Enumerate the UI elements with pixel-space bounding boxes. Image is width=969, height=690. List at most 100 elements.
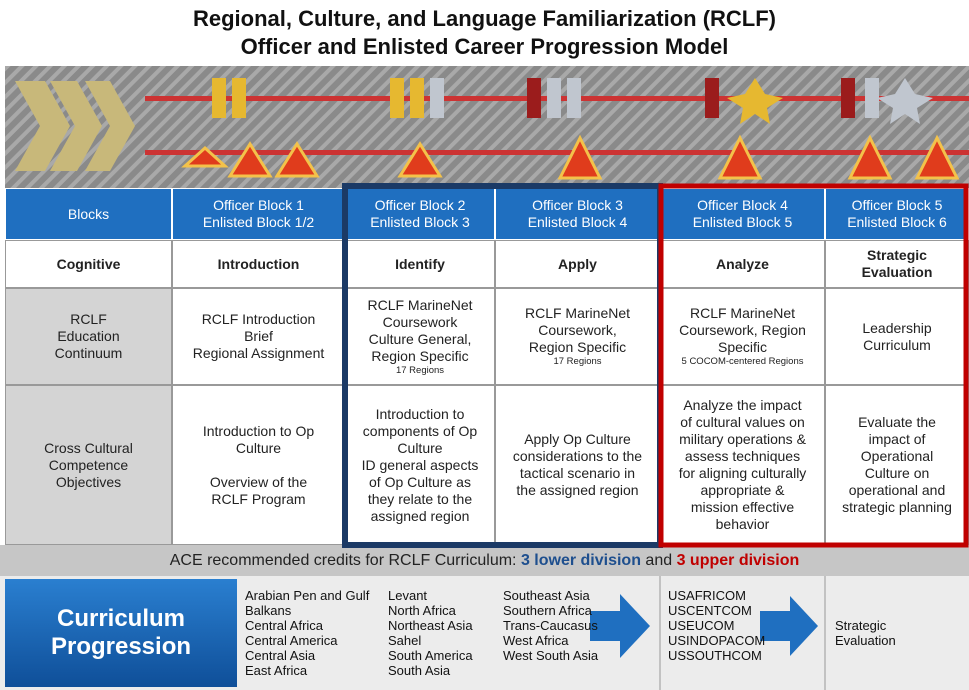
cell-line: RCLF Program	[211, 490, 306, 507]
arrows	[590, 576, 826, 690]
cell-line: for aligning culturally	[678, 465, 807, 481]
cell-line: Introduction to Op	[202, 422, 315, 439]
cell-line: of Op Culture as	[369, 473, 471, 490]
region-list: Strategic Evaluation	[835, 618, 896, 648]
curriculum-title-line: Progression	[50, 633, 192, 660]
region-item: Central Africa	[245, 618, 324, 633]
credits-upper: 3 upper division	[676, 552, 800, 569]
cell-note: 17 Regions	[553, 356, 602, 367]
paragraph: Strategic Evaluation	[862, 247, 933, 281]
cell-line: Analyze the impact	[683, 397, 802, 413]
region-item: USSOUTHCOM	[668, 648, 762, 663]
cell-line: Identify	[395, 255, 445, 272]
cell-line: Enlisted Block 4	[527, 214, 628, 230]
cell-line: tactical scenario in	[519, 465, 636, 481]
credits-text: ACE recommended credits for RCLF Curricu…	[169, 552, 517, 569]
cell-line: RCLF MarineNet	[367, 296, 473, 313]
table-cell: Blocks	[5, 188, 172, 240]
group-frame	[342, 183, 663, 548]
region-item: Evaluation	[835, 633, 896, 648]
paragraph: Blocks	[68, 206, 109, 223]
cell-line: Cognitive	[56, 255, 121, 272]
region-item: South Asia	[388, 663, 451, 678]
cell-line: Officer Block 2	[374, 197, 466, 213]
paragraph: Officer Block 2 Enlisted Block 3	[370, 197, 470, 231]
region-list: Southeast Asia Southern Africa Trans-Cauca…	[503, 588, 598, 663]
cell-line: Region Specific	[371, 347, 469, 364]
cell-line: considerations to the	[512, 448, 643, 464]
cell-line: mission effective	[690, 499, 795, 515]
table-cell: RCLF Introduction Brief Regional Assignmen…	[172, 288, 345, 385]
cell-line: Culture	[235, 439, 282, 456]
paragraph: RCLF MarineNet Coursework, Region Specific	[679, 305, 806, 356]
cell-line: Officer Block 1	[213, 197, 304, 213]
region-item: USAFRICOM	[668, 588, 746, 603]
cell-line: Regional Assignment	[192, 345, 325, 361]
table-cell: RCLF MarineNet Coursework Culture General,…	[345, 288, 495, 385]
region-item: South America	[388, 648, 473, 663]
cell-line: Enlisted Block 1/2	[202, 214, 315, 230]
cell-line: assess techniques	[684, 448, 801, 464]
paragraph: RCLF MarineNet Coursework Culture General,…	[367, 297, 472, 365]
cell-line: components of Op	[362, 422, 478, 439]
paragraph: Apply Op Culture considerations to the tac…	[513, 431, 642, 499]
cell-line: Enlisted Block 6	[847, 214, 947, 230]
cell-line: Evaluation	[861, 264, 933, 280]
region-item: Sahel	[388, 633, 422, 648]
cell-line: Culture	[397, 439, 443, 456]
table-cell: Officer Block 2 Enlisted Block 3	[345, 188, 495, 240]
paragraph: Officer Block 1 Enlisted Block 1/2	[203, 197, 314, 231]
paragraph: Introduction to Op Culture	[203, 423, 314, 457]
region-item: Balkans	[245, 603, 292, 618]
credits-lower: 3 lower division	[520, 552, 641, 569]
cell-line: Education	[57, 328, 120, 344]
cell-line: Analyze	[716, 255, 769, 272]
region-item: North Africa	[388, 603, 456, 618]
paragraph: Officer Block 3 Enlisted Block 4	[528, 197, 628, 231]
region-item: USCENTCOM	[668, 603, 752, 618]
paragraph: Leadership Curriculum	[862, 320, 931, 354]
cell-line: the assigned region	[516, 482, 639, 498]
cell-line: Objectives	[55, 473, 122, 490]
curriculum-title: Curriculum Progression	[5, 579, 237, 687]
cell-line: RCLF MarineNet	[689, 305, 796, 321]
cell-line: Evaluate the	[858, 414, 936, 430]
cell-line: Culture General,	[368, 330, 472, 347]
paragraph: Introduction to components of Op Culture ID…	[362, 406, 479, 525]
region-item: USINDOPACOM	[668, 633, 766, 648]
cell-note: 5 COCOM-centered Regions	[681, 356, 804, 367]
paragraph: Cross Cultural Competence Objectives	[44, 440, 133, 491]
cell-line: Strategic	[867, 247, 927, 263]
table-cell: Analyze the impact of cultural values on m…	[660, 385, 825, 545]
cell-line: Operational	[860, 448, 934, 464]
table-cell: Introduction to components of Op Culture ID…	[345, 385, 495, 545]
insignia-banner	[5, 66, 969, 188]
cell-line: Coursework, Region	[679, 322, 806, 338]
region-item: Trans-Caucasus	[503, 618, 598, 633]
cell-line: Overview of the	[209, 473, 308, 490]
cell-line: Coursework	[382, 313, 458, 330]
cell-line: they relate to the	[367, 490, 473, 507]
cell-line: Officer Block 3	[532, 197, 623, 213]
region-item: USEUCOM	[668, 618, 735, 633]
paragraph: Identify	[395, 256, 445, 273]
paragraph: Apply	[558, 256, 597, 273]
paragraph: Officer Block 4 Enlisted Block 5	[693, 197, 793, 231]
group-frame	[658, 183, 969, 548]
paragraph: Analyze the impact of cultural values on m…	[679, 397, 807, 533]
cell-line: military operations &	[679, 431, 806, 447]
region-item: Southern Africa	[503, 603, 592, 618]
table-cell: RCLF Education Continuum	[5, 288, 172, 385]
cell-line: Enlisted Block 3	[370, 214, 470, 230]
title-line: Officer and Enlisted Career Progression …	[240, 34, 729, 59]
paragraph: RCLF Education Continuum	[55, 311, 123, 362]
cell-line: strategic planning	[842, 499, 952, 515]
table-cell: Strategic Evaluation	[825, 240, 969, 288]
credits-and: and	[645, 552, 673, 569]
table-cell: Introduction to Op Culture Overview of the…	[172, 385, 345, 545]
region-item: Northeast Asia	[388, 618, 473, 633]
cell-line: Blocks	[67, 205, 110, 222]
cell-line: Culture on	[864, 465, 930, 481]
cell-line: RCLF MarineNet	[524, 305, 631, 321]
